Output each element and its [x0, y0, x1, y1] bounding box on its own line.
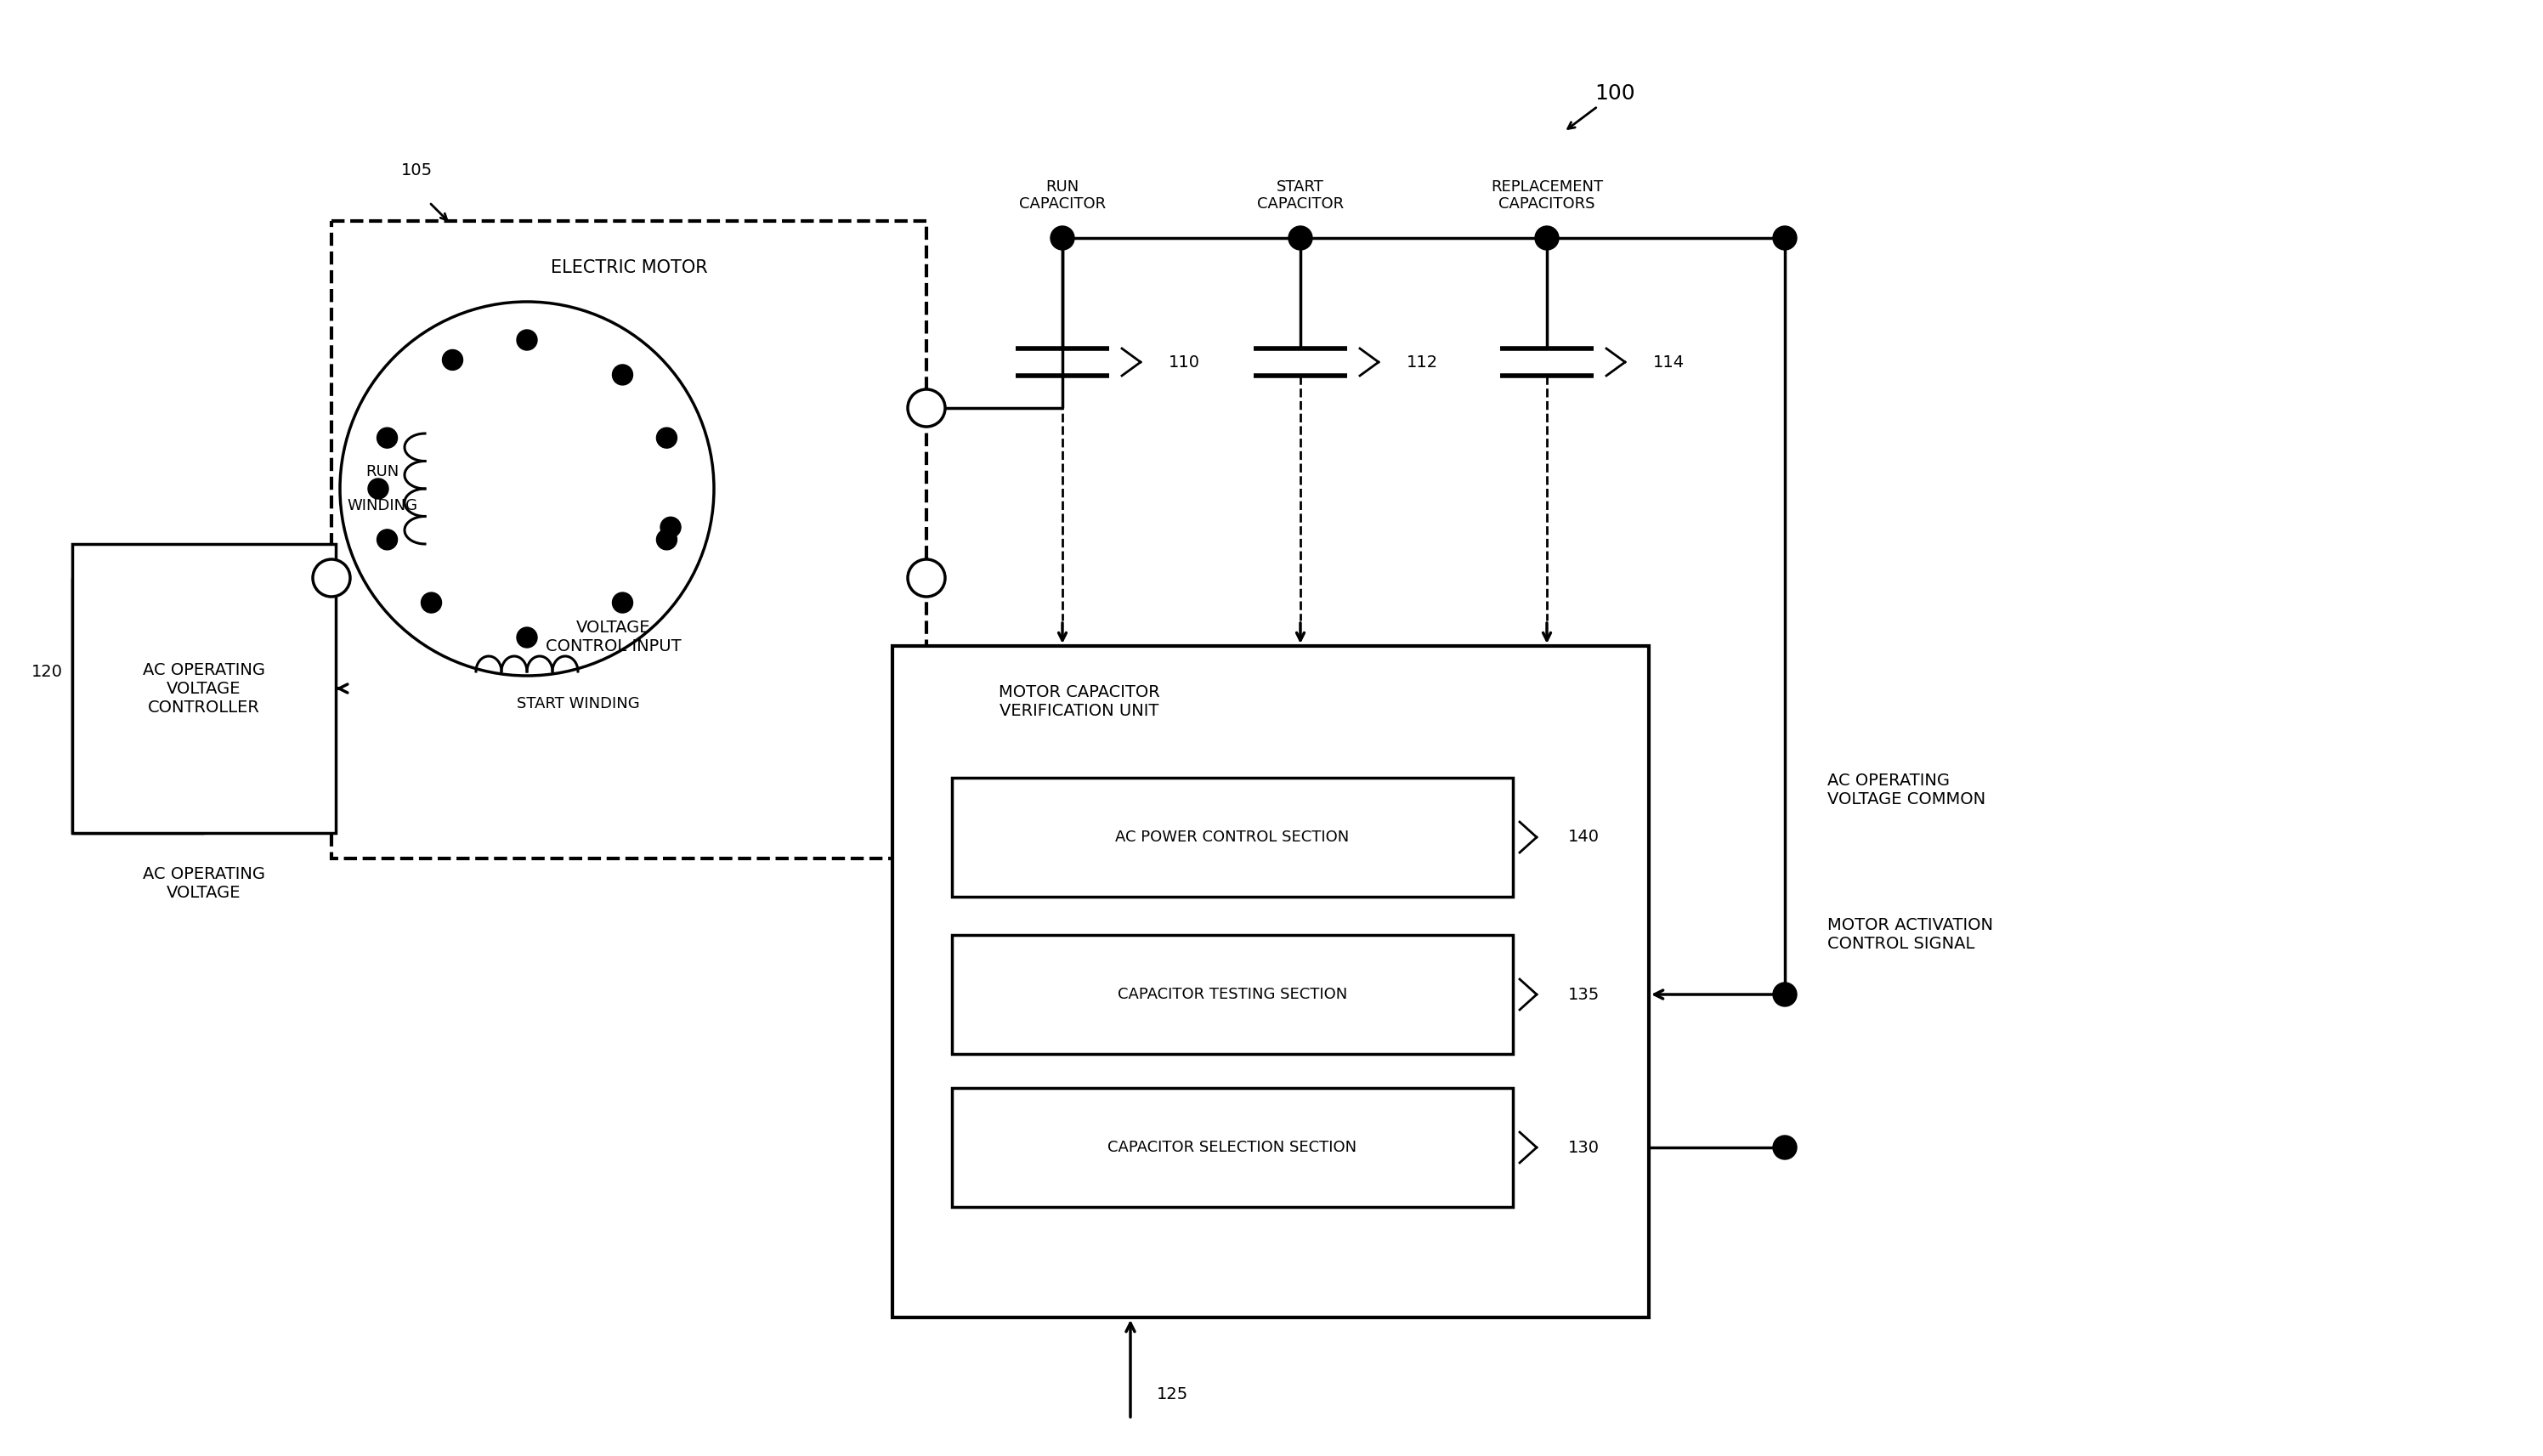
Text: ELECTRIC MOTOR: ELECTRIC MOTOR [549, 259, 707, 277]
Text: START WINDING: START WINDING [516, 696, 638, 712]
Circle shape [613, 593, 633, 613]
Text: 105: 105 [402, 162, 432, 178]
Text: RUN
CAPACITOR: RUN CAPACITOR [1020, 179, 1106, 213]
Circle shape [422, 593, 442, 613]
Circle shape [376, 428, 397, 448]
Circle shape [1772, 1136, 1798, 1159]
Text: 135: 135 [1569, 986, 1600, 1003]
Circle shape [376, 530, 397, 550]
Circle shape [656, 530, 676, 550]
Text: AC OPERATING
VOLTAGE COMMON: AC OPERATING VOLTAGE COMMON [1828, 773, 1986, 808]
Text: VOLTAGE
CONTROL INPUT: VOLTAGE CONTROL INPUT [547, 620, 682, 655]
Circle shape [516, 331, 537, 351]
Circle shape [516, 628, 537, 648]
Circle shape [1772, 226, 1798, 250]
Text: CAPACITOR SELECTION SECTION: CAPACITOR SELECTION SECTION [1109, 1140, 1358, 1155]
Circle shape [908, 559, 946, 597]
Text: RUN: RUN [366, 464, 399, 479]
Text: 112: 112 [1406, 354, 1439, 370]
Text: CAPACITOR TESTING SECTION: CAPACITOR TESTING SECTION [1116, 987, 1348, 1002]
Text: START
CAPACITOR: START CAPACITOR [1256, 179, 1343, 213]
Text: 125: 125 [1157, 1386, 1188, 1402]
Text: MOTOR ACTIVATION
CONTROL SIGNAL: MOTOR ACTIVATION CONTROL SIGNAL [1828, 917, 1994, 952]
Circle shape [908, 389, 946, 427]
Text: 120: 120 [31, 664, 64, 680]
Bar [951, 1088, 1513, 1207]
Text: 110: 110 [1170, 354, 1200, 370]
Bar [71, 545, 336, 833]
Bar [951, 935, 1513, 1054]
Text: 100: 100 [1594, 83, 1635, 103]
Text: REPLACEMENT
CAPACITORS: REPLACEMENT CAPACITORS [1490, 179, 1602, 213]
Text: AC OPERATING
VOLTAGE: AC OPERATING VOLTAGE [142, 866, 264, 901]
Circle shape [1289, 226, 1312, 250]
Circle shape [656, 428, 676, 448]
Circle shape [341, 301, 715, 676]
Circle shape [1536, 226, 1559, 250]
Text: AC OPERATING
VOLTAGE
CONTROLLER: AC OPERATING VOLTAGE CONTROLLER [142, 661, 264, 715]
Bar [893, 646, 1648, 1318]
Circle shape [1772, 983, 1798, 1006]
Bar [331, 221, 926, 859]
Text: MOTOR CAPACITOR
VERIFICATION UNIT: MOTOR CAPACITOR VERIFICATION UNIT [999, 684, 1160, 719]
Circle shape [613, 364, 633, 384]
Bar [951, 778, 1513, 897]
Text: WINDING: WINDING [348, 498, 417, 514]
Text: 140: 140 [1569, 828, 1600, 846]
Circle shape [369, 479, 389, 499]
Text: 130: 130 [1569, 1140, 1600, 1156]
Circle shape [1050, 226, 1073, 250]
Circle shape [442, 349, 463, 370]
Circle shape [313, 559, 351, 597]
Circle shape [661, 517, 682, 537]
Text: 114: 114 [1653, 354, 1683, 370]
Text: AC POWER CONTROL SECTION: AC POWER CONTROL SECTION [1116, 830, 1350, 844]
